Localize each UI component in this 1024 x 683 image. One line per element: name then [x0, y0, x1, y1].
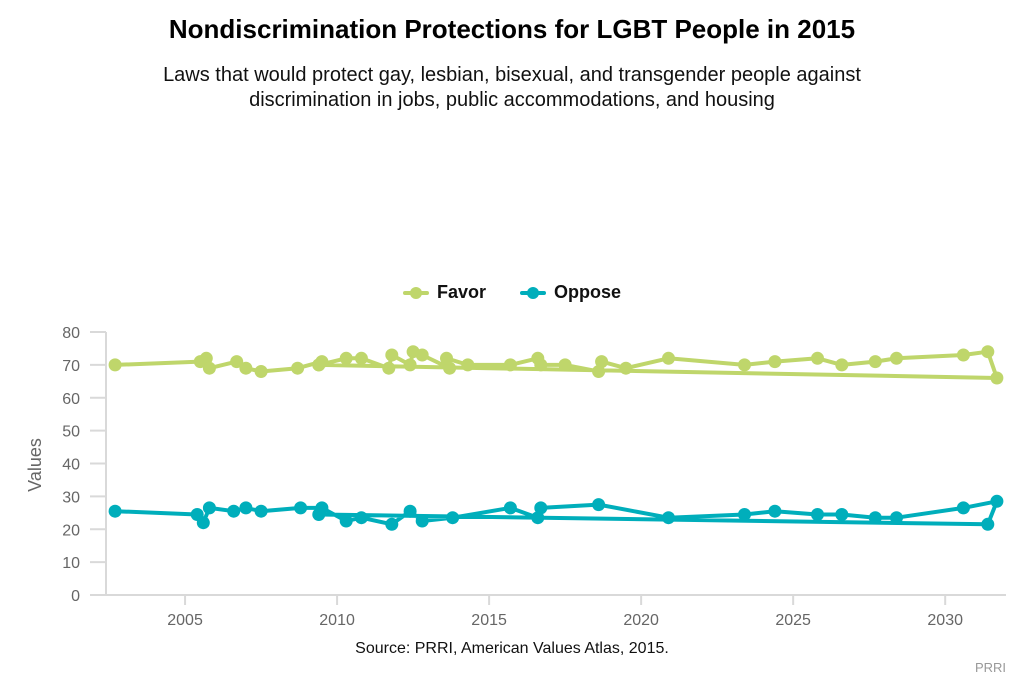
data-point-favor[interactable]: [990, 371, 1004, 385]
series-oppose: [108, 494, 1004, 531]
y-tick-label: 60: [62, 391, 80, 408]
data-point-favor[interactable]: [230, 355, 244, 369]
y-tick-label: 50: [62, 424, 80, 441]
data-point-oppose[interactable]: [227, 504, 241, 518]
data-point-favor[interactable]: [108, 358, 122, 372]
data-point-oppose[interactable]: [738, 508, 751, 521]
data-point-oppose[interactable]: [108, 504, 122, 518]
data-point-favor[interactable]: [202, 361, 216, 375]
data-point-oppose[interactable]: [415, 514, 429, 528]
data-point-oppose[interactable]: [202, 501, 216, 515]
legend-label-oppose: Oppose: [554, 282, 622, 302]
y-axis-title: Values: [25, 438, 45, 492]
data-point-favor[interactable]: [890, 351, 903, 365]
legend-label-favor: Favor: [436, 282, 486, 302]
data-point-favor[interactable]: [592, 365, 606, 378]
data-point-favor[interactable]: [835, 358, 849, 372]
x-tick-label: 2010: [319, 612, 355, 629]
y-tick-label: 0: [71, 588, 80, 605]
legend-item-oppose[interactable]: Oppose: [520, 282, 621, 303]
data-point-oppose[interactable]: [592, 498, 606, 512]
data-point-favor[interactable]: [811, 351, 824, 365]
data-point-favor[interactable]: [595, 355, 609, 369]
data-point-favor[interactable]: [868, 355, 882, 369]
data-point-favor[interactable]: [312, 358, 326, 372]
data-point-oppose[interactable]: [354, 511, 368, 525]
chart-subtitle: Laws that would protect gay, lesbian, bi…: [163, 64, 861, 111]
data-point-favor[interactable]: [534, 358, 548, 372]
data-point-favor[interactable]: [738, 358, 751, 372]
data-point-favor[interactable]: [415, 348, 429, 362]
data-point-favor[interactable]: [254, 365, 268, 378]
data-point-oppose[interactable]: [990, 494, 1004, 508]
credit-label[interactable]: PRRI: [974, 660, 1006, 675]
data-point-favor[interactable]: [768, 355, 782, 369]
legend: Favor Oppose: [0, 282, 1024, 303]
data-point-favor[interactable]: [291, 361, 305, 375]
data-point-favor[interactable]: [354, 351, 368, 365]
data-point-favor[interactable]: [339, 351, 353, 365]
legend-item-favor[interactable]: Favor: [402, 282, 486, 303]
y-tick-label: 30: [62, 489, 80, 506]
y-tick-label: 80: [62, 325, 80, 342]
data-point-oppose[interactable]: [254, 504, 268, 518]
data-point-oppose[interactable]: [531, 511, 545, 525]
x-tick-label: 2030: [927, 612, 963, 629]
data-point-oppose[interactable]: [239, 501, 253, 515]
data-point-oppose[interactable]: [868, 511, 882, 525]
data-point-favor[interactable]: [461, 358, 475, 372]
y-tick-label: 70: [62, 358, 80, 375]
y-tick-label: 20: [62, 522, 80, 539]
x-tick-label: 2015: [471, 612, 507, 629]
data-point-oppose[interactable]: [196, 516, 210, 530]
data-point-oppose[interactable]: [662, 511, 675, 525]
data-point-favor[interactable]: [558, 358, 572, 372]
legend-marker-favor-icon: [402, 286, 429, 299]
legend-marker-oppose-icon: [520, 286, 546, 299]
data-point-favor[interactable]: [440, 351, 453, 365]
chart-title: Nondiscrimination Protections for LGBT P…: [168, 14, 856, 44]
data-point-oppose[interactable]: [811, 508, 824, 521]
data-point-favor[interactable]: [403, 358, 417, 372]
x-tick-label: 2025: [775, 612, 811, 629]
series-layer: [108, 345, 1004, 531]
data-point-favor[interactable]: [382, 361, 396, 375]
data-point-oppose[interactable]: [956, 501, 970, 515]
data-point-favor[interactable]: [199, 351, 213, 365]
x-tick-label: 2005: [167, 612, 203, 629]
data-point-oppose[interactable]: [312, 508, 326, 521]
data-point-favor[interactable]: [956, 348, 970, 362]
data-point-favor[interactable]: [443, 361, 457, 375]
data-point-oppose[interactable]: [534, 501, 548, 515]
x-tick-label: 2020: [623, 612, 659, 629]
data-point-oppose[interactable]: [339, 514, 353, 528]
data-point-oppose[interactable]: [835, 508, 849, 521]
data-point-oppose[interactable]: [446, 511, 460, 525]
data-point-oppose[interactable]: [768, 504, 782, 518]
data-point-favor[interactable]: [619, 361, 633, 375]
data-point-oppose[interactable]: [403, 504, 417, 518]
data-point-oppose[interactable]: [503, 501, 517, 515]
data-point-favor[interactable]: [662, 351, 675, 365]
data-point-oppose[interactable]: [981, 517, 995, 531]
data-point-oppose[interactable]: [890, 511, 903, 525]
data-point-oppose[interactable]: [385, 517, 399, 531]
data-point-favor[interactable]: [385, 348, 399, 362]
y-tick-label: 40: [62, 457, 80, 474]
source-note: Source: PRRI, American Values Atlas, 201…: [355, 640, 669, 657]
data-point-oppose[interactable]: [294, 501, 308, 515]
data-point-favor[interactable]: [503, 358, 517, 372]
data-point-favor[interactable]: [981, 345, 995, 359]
series-favor: [108, 345, 1004, 385]
data-point-favor[interactable]: [239, 361, 253, 375]
y-tick-label: 10: [62, 555, 80, 572]
